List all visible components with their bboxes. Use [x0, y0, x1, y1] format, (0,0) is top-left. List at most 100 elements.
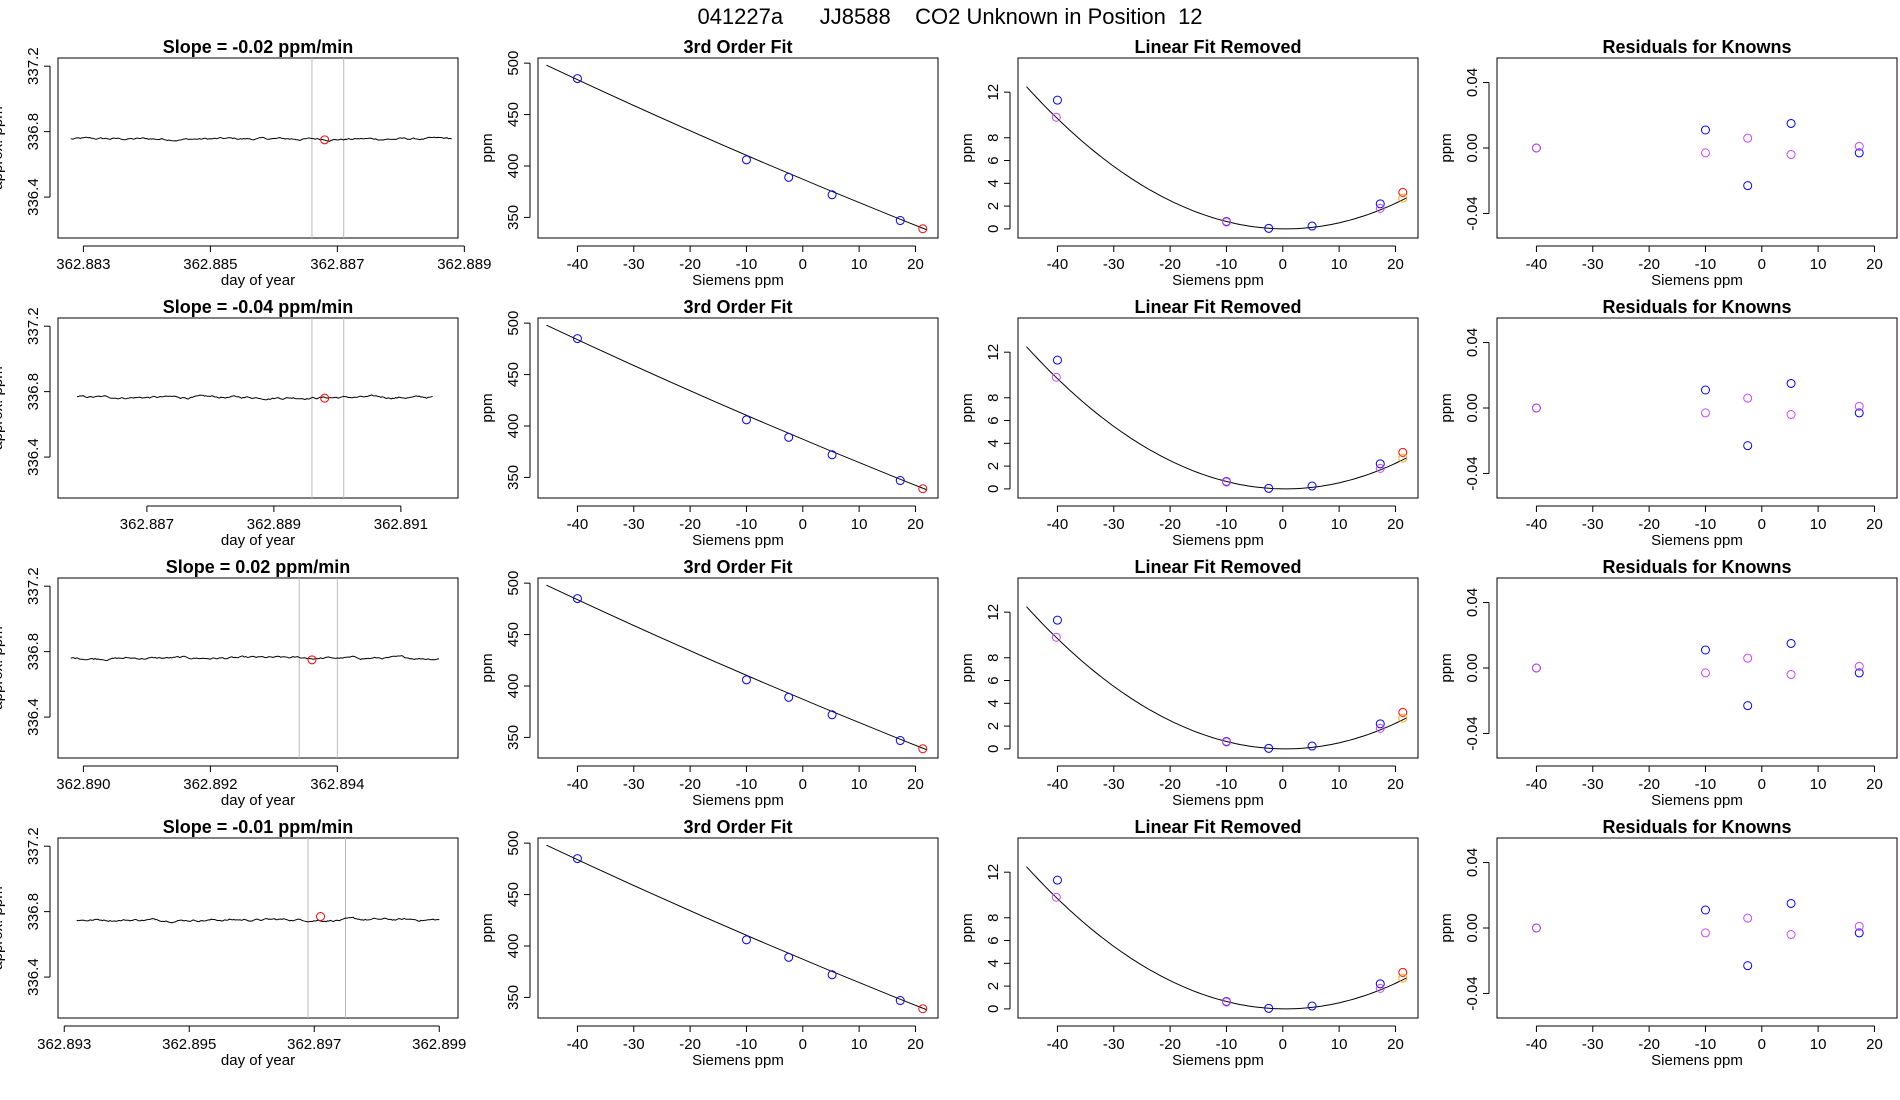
x-tick-label: -20 [1638, 256, 1660, 273]
data-point [1264, 743, 1274, 753]
chart-panel-3-1: 3rd Order Fit -40 -30 -20 -10 0 10 20 Siemens pp… [479, 817, 939, 1069]
x-tick-label: 20 [1387, 256, 1404, 273]
chart-title: Slope = -0.04 ppm/min [163, 297, 354, 317]
data-point [1786, 410, 1796, 420]
x-tick-label: -10 [1695, 256, 1717, 273]
data-point [1786, 378, 1796, 388]
data-point [1264, 223, 1274, 233]
x-tick-label: 10 [1331, 776, 1348, 793]
y-tick-label: 350 [505, 205, 522, 230]
data-point [918, 224, 928, 234]
chart-panel-0-3: Residuals for Knowns -40 -30 -20 -10 0 10 20 Sie… [1438, 37, 1898, 289]
y-tick-label: 0.00 [1464, 653, 1481, 682]
y-tick-label: -0.04 [1464, 456, 1481, 490]
y-tick-label: 6 [985, 416, 1002, 424]
fit-curve [546, 844, 927, 1011]
x-tick-label: -30 [1582, 776, 1604, 793]
x-tick-label: -10 [736, 256, 758, 273]
data-point [1052, 95, 1062, 105]
plot-frame [57, 317, 459, 499]
x-axis-label: day of year [221, 272, 295, 289]
y-axis-label: ppm [959, 653, 976, 682]
y-tick-label: 336.8 [25, 113, 42, 151]
sample-marker [307, 655, 317, 665]
plot-frame [537, 57, 939, 239]
data-point [1307, 221, 1317, 231]
chart-title: Linear Fit Removed [1134, 37, 1301, 57]
data-point [1221, 737, 1231, 747]
data-point [741, 935, 751, 945]
data-point [1700, 148, 1710, 158]
fit-curve [1026, 866, 1407, 1010]
fit-curve [546, 64, 927, 231]
y-tick-label: 336.4 [25, 698, 42, 736]
data-point [1398, 707, 1408, 717]
y-tick-label: 0.00 [1464, 393, 1481, 422]
plot-frame [537, 317, 939, 499]
x-axis-label: Siemens ppm [1172, 1052, 1264, 1069]
y-tick-label: 2 [985, 462, 1002, 470]
x-tick-label: -40 [567, 516, 589, 533]
y-tick-label: 350 [505, 725, 522, 750]
data-point [1700, 668, 1710, 678]
plot-frame [1017, 577, 1419, 759]
concentration-trace [76, 916, 440, 924]
concentration-trace [70, 655, 440, 662]
data-point [1051, 632, 1061, 642]
data-point [572, 74, 582, 84]
data-point [895, 476, 905, 486]
x-tick-label: 20 [1387, 516, 1404, 533]
y-axis-label: approx. ppm [0, 106, 6, 189]
y-tick-label: 450 [505, 882, 522, 907]
x-tick-label: 20 [907, 516, 924, 533]
data-point [1221, 477, 1231, 487]
x-tick-label: 0 [799, 1036, 807, 1053]
chart-panel-1-3: Residuals for Knowns -40 -30 -20 -10 0 10 20 Sie… [1438, 297, 1898, 549]
data-point [1307, 481, 1317, 491]
y-tick-label: 0 [985, 225, 1002, 233]
concentration-trace [70, 136, 452, 142]
y-tick-label: 6 [985, 936, 1002, 944]
data-point [741, 155, 751, 165]
x-tick-label: 0 [1279, 776, 1287, 793]
chart-title: Slope = 0.02 ppm/min [166, 557, 351, 577]
y-tick-label: 12 [985, 604, 1002, 621]
data-point [1398, 193, 1408, 203]
plot-frame [1496, 577, 1898, 759]
data-point [1700, 385, 1710, 395]
y-axis-label: approx. ppm [0, 886, 6, 969]
data-point [1531, 143, 1541, 153]
chart-panel-1-1: 3rd Order Fit -40 -30 -20 -10 0 10 20 Siemens pp… [479, 297, 939, 549]
sample-marker [320, 135, 330, 145]
plot-frame [57, 57, 459, 239]
x-tick-label: 362.892 [183, 776, 237, 793]
plot-frame [1496, 317, 1898, 499]
chart-panel-3-2: Linear Fit Removed-40 -30 -20 -10 0 10 20Sieme… [959, 817, 1419, 1069]
y-tick-label: 337.2 [25, 567, 42, 605]
y-axis-label: ppm [1438, 393, 1455, 422]
x-tick-label: -20 [1638, 1036, 1660, 1053]
data-point [784, 692, 794, 702]
data-point [1264, 483, 1274, 493]
y-tick-label: 400 [505, 413, 522, 438]
y-tick-label: 2 [985, 202, 1002, 210]
x-axis-label: day of year [221, 532, 295, 549]
y-tick-label: 337.2 [25, 47, 42, 85]
chart-title: 3rd Order Fit [683, 37, 792, 57]
y-tick-label: 6 [985, 156, 1002, 164]
plot-frame [1496, 57, 1898, 239]
y-tick-label: 8 [985, 914, 1002, 922]
x-tick-label: 0 [1279, 256, 1287, 273]
plot-frame [1017, 317, 1419, 499]
data-point [1743, 913, 1753, 923]
x-axis-label: Siemens ppm [1172, 532, 1264, 549]
x-tick-label: -10 [1216, 1036, 1238, 1053]
data-point [1221, 997, 1231, 1007]
data-point [1051, 112, 1061, 122]
x-tick-label: -20 [1159, 776, 1181, 793]
data-point [1264, 1003, 1274, 1013]
data-point [1743, 133, 1753, 143]
chart-panel-1-2: Linear Fit Removed-40 -30 -20 -10 0 10 20Sieme… [959, 297, 1419, 549]
data-point [1854, 401, 1864, 411]
x-tick-label: 362.889 [247, 516, 301, 533]
